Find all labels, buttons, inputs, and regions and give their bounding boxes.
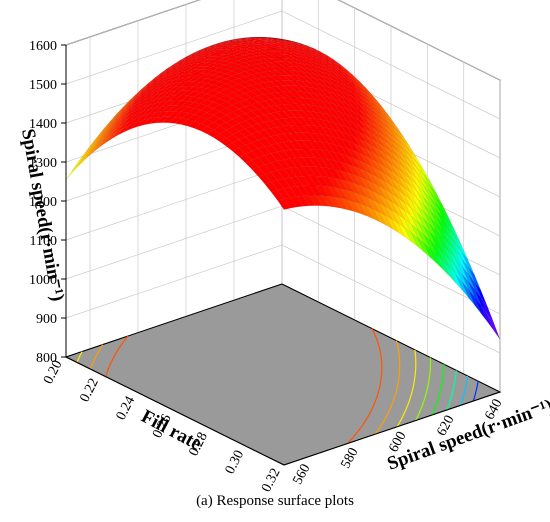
surface-patch: [474, 296, 488, 322]
z-tick-label: 800: [36, 351, 57, 366]
surface-patch: [423, 242, 437, 264]
z-tick-label: 1500: [29, 78, 57, 93]
x-tick-label: 0.22: [77, 376, 101, 405]
surface-patch: [340, 197, 355, 212]
z-tick-label: 1400: [29, 117, 57, 132]
surface-patch: [391, 218, 406, 238]
x-tick-label: 0.24: [114, 394, 138, 423]
surface-patch: [277, 198, 291, 210]
surface-patch: [468, 288, 482, 314]
surface-patch: [461, 281, 475, 306]
surface-patch: [404, 227, 418, 247]
z-tick-label: 1100: [30, 234, 57, 249]
contour-line: [446, 369, 457, 411]
surface-patch: [366, 205, 380, 223]
contour-line: [89, 340, 401, 435]
z-tick-label: 1200: [29, 195, 57, 210]
surface-patch: [372, 208, 387, 226]
surface-patch: [296, 195, 310, 207]
x-axis-line: [65, 356, 285, 466]
contour-lines: [76, 328, 479, 445]
surface-patch: [283, 197, 298, 209]
surface-patch: [321, 195, 336, 208]
contour-line: [431, 364, 445, 416]
surface-patch: [417, 237, 431, 258]
contour-line: [460, 375, 469, 406]
surface-patch: [353, 201, 368, 217]
z-tick-label: 1600: [29, 39, 57, 54]
contour-line: [415, 357, 432, 421]
response-surface: [65, 36, 501, 466]
figure-caption: (a) Response surface plots: [196, 493, 354, 509]
surface-patch: [315, 195, 329, 207]
y-axis-line: [283, 391, 501, 466]
y-tick-label: 580: [338, 446, 361, 472]
x-tick-label: 0.32: [259, 466, 283, 495]
contour-line: [76, 349, 417, 428]
z-tick-label: 900: [36, 312, 57, 327]
y-tick-label: 560: [290, 462, 313, 488]
z-tick-label: 1300: [29, 156, 57, 171]
z-tick-label: 1000: [29, 273, 57, 288]
surface-patch: [397, 222, 412, 242]
x-tick-label: 0.30: [223, 448, 247, 477]
surface-patch: [334, 196, 348, 211]
contour-line: [105, 328, 383, 445]
surface-patch: [289, 196, 304, 208]
surface-patch: [442, 260, 456, 283]
